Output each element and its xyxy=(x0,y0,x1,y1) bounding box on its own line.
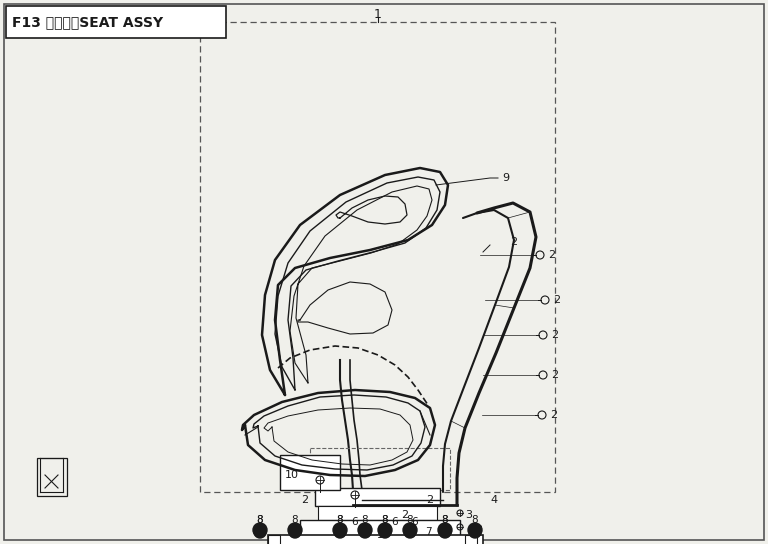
Circle shape xyxy=(404,526,416,538)
Bar xyxy=(315,488,440,506)
Circle shape xyxy=(359,526,371,538)
Circle shape xyxy=(379,526,391,538)
Text: 8: 8 xyxy=(407,515,413,525)
Text: 4: 4 xyxy=(490,495,497,505)
Circle shape xyxy=(469,526,481,538)
Text: 8: 8 xyxy=(442,515,449,525)
Text: 7: 7 xyxy=(425,527,432,537)
Text: 2: 2 xyxy=(550,410,557,420)
Text: 9: 9 xyxy=(502,173,509,183)
Circle shape xyxy=(468,523,482,537)
Text: 3: 3 xyxy=(465,510,472,520)
Text: 15: 15 xyxy=(377,530,389,540)
Text: F13 座椅总成SEAT ASSY: F13 座椅总成SEAT ASSY xyxy=(12,15,163,29)
Text: 8: 8 xyxy=(362,515,369,525)
Text: 2: 2 xyxy=(551,330,558,340)
Circle shape xyxy=(438,523,452,537)
Text: 2: 2 xyxy=(426,495,434,505)
Text: 1: 1 xyxy=(374,8,382,21)
Bar xyxy=(318,506,437,520)
Bar xyxy=(310,448,450,490)
Circle shape xyxy=(378,523,392,537)
Text: 2: 2 xyxy=(553,295,560,305)
Text: 8: 8 xyxy=(336,515,343,525)
Circle shape xyxy=(288,523,302,537)
Text: 8: 8 xyxy=(382,515,389,525)
Text: 8: 8 xyxy=(292,515,298,525)
Text: 6: 6 xyxy=(412,517,419,527)
Text: 8: 8 xyxy=(472,515,478,525)
Circle shape xyxy=(439,526,451,538)
Bar xyxy=(6,6,226,38)
Text: 2: 2 xyxy=(402,510,409,520)
Text: 2: 2 xyxy=(548,250,555,260)
Circle shape xyxy=(403,523,417,537)
Text: 8: 8 xyxy=(382,515,389,525)
Circle shape xyxy=(333,523,347,537)
Bar xyxy=(200,22,555,492)
Text: 2: 2 xyxy=(551,370,558,380)
Circle shape xyxy=(289,526,301,538)
Text: 2: 2 xyxy=(510,237,517,247)
Text: 8: 8 xyxy=(257,515,263,525)
Text: 8: 8 xyxy=(257,515,263,525)
Text: 3: 3 xyxy=(475,525,482,535)
Bar xyxy=(268,535,280,544)
Text: 6: 6 xyxy=(352,517,359,527)
Text: 10: 10 xyxy=(285,470,299,480)
Bar xyxy=(465,535,477,544)
Circle shape xyxy=(254,526,266,538)
Bar xyxy=(268,535,483,544)
Bar xyxy=(280,455,340,490)
Text: 5: 5 xyxy=(376,525,383,535)
Text: 8: 8 xyxy=(336,515,343,525)
Circle shape xyxy=(334,526,346,538)
Circle shape xyxy=(358,523,372,537)
Text: 8: 8 xyxy=(442,515,449,525)
Bar xyxy=(300,520,460,538)
Text: 6: 6 xyxy=(392,517,399,527)
Text: 2: 2 xyxy=(301,495,309,505)
Circle shape xyxy=(253,523,267,537)
